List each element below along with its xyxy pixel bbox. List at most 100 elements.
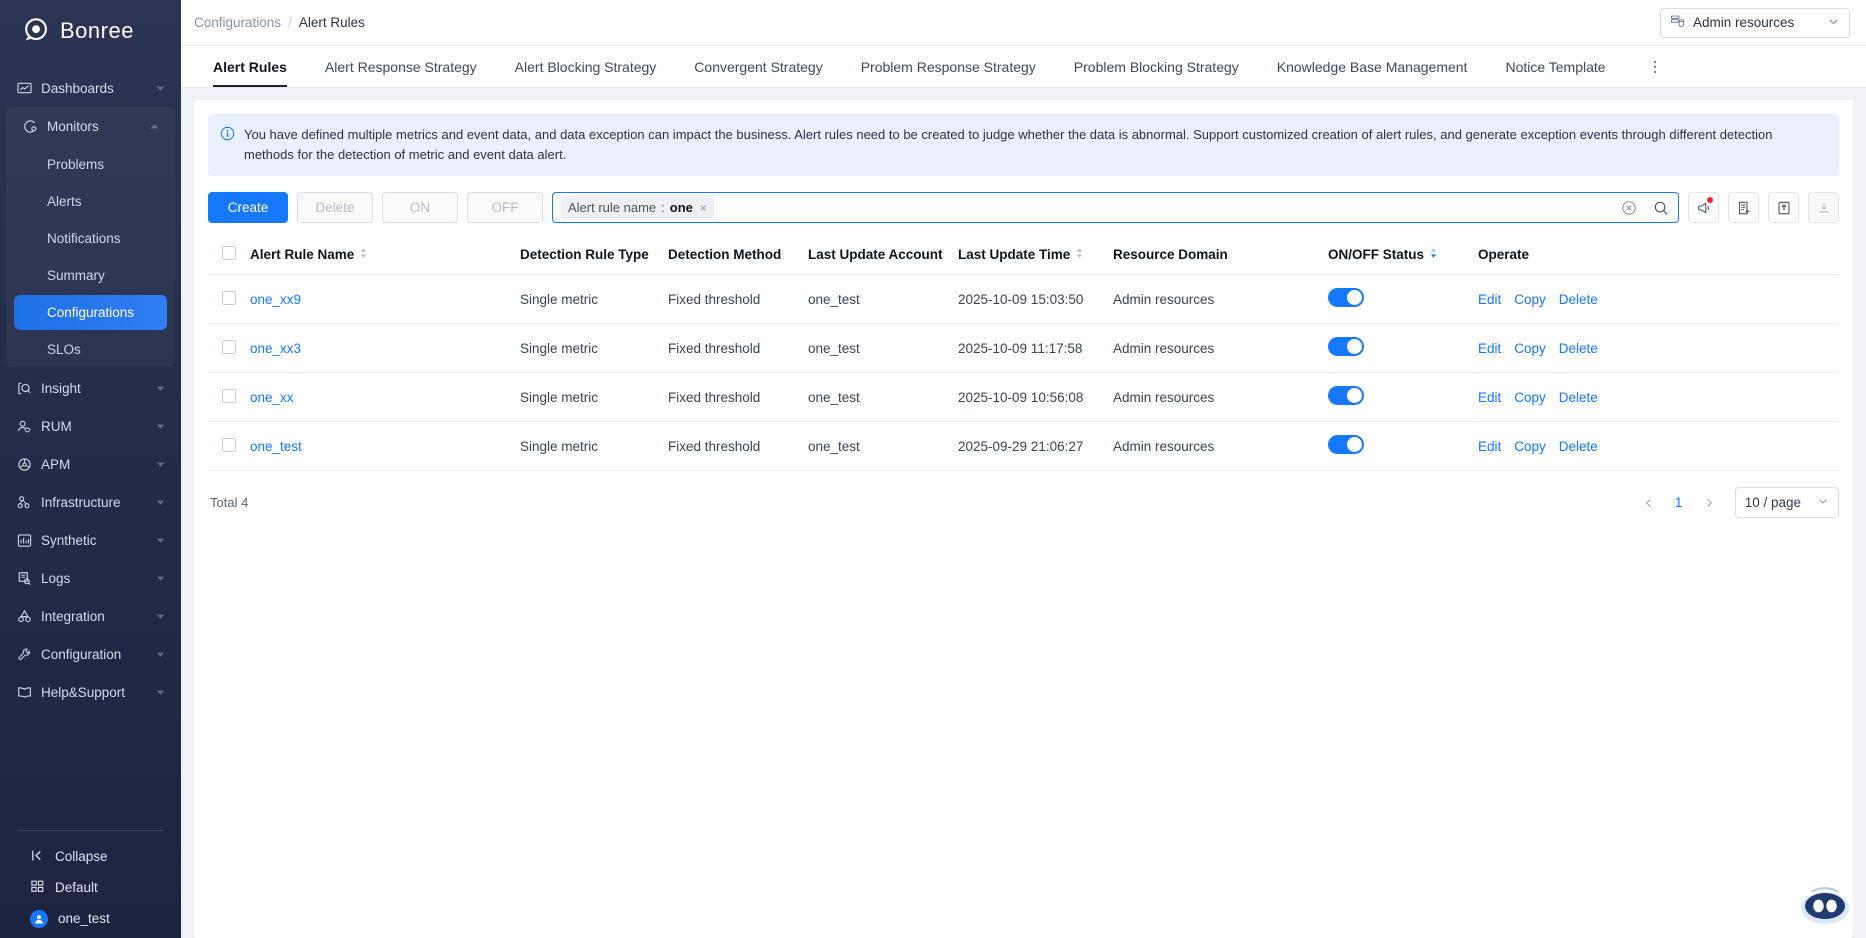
select-all-checkbox[interactable] <box>222 246 236 261</box>
announcement-icon[interactable] <box>1688 192 1719 224</box>
chevron-left-icon[interactable] <box>1637 491 1661 515</box>
sidebar-workspace-default[interactable]: Default <box>0 872 181 903</box>
database-icon <box>1670 14 1685 32</box>
sidebar-subitem-label: Notifications <box>47 231 121 246</box>
copy-link[interactable]: Copy <box>1514 438 1546 454</box>
delete-link[interactable]: Delete <box>1558 291 1598 307</box>
info-banner-text: You have defined multiple metrics and ev… <box>244 127 1773 163</box>
chevron-down-icon <box>155 496 167 508</box>
alert-rule-link[interactable]: one_xx <box>250 389 294 405</box>
column-header-on-off-status[interactable]: ON/OFF Status <box>1328 235 1478 276</box>
export-download-icon[interactable] <box>1808 192 1839 224</box>
edit-link[interactable]: Edit <box>1478 438 1502 454</box>
sidebar-item-label: Configuration <box>41 646 122 662</box>
copy-link[interactable]: Copy <box>1514 389 1546 405</box>
close-icon[interactable]: × <box>699 200 707 215</box>
row-checkbox[interactable] <box>222 437 236 452</box>
row-checkbox[interactable] <box>222 388 236 403</box>
status-toggle[interactable] <box>1328 386 1364 406</box>
cell-operate: Edit Copy Delete <box>1478 421 1839 472</box>
sidebar-item-monitors[interactable]: Monitors <box>6 107 175 145</box>
sidebar-item-alerts[interactable]: Alerts <box>14 184 167 219</box>
sort-icon[interactable] <box>359 246 368 263</box>
clear-circle-icon[interactable] <box>1616 194 1642 222</box>
tab-convergent-strategy[interactable]: Convergent Strategy <box>675 46 841 87</box>
sidebar-item-insight[interactable]: Insight <box>0 369 181 407</box>
chat-assistant-widget[interactable] <box>1798 886 1852 928</box>
edit-link[interactable]: Edit <box>1478 340 1502 356</box>
tab-alert-rules[interactable]: Alert Rules <box>194 46 306 87</box>
sidebar-item-apm[interactable]: APM <box>0 445 181 483</box>
chevron-down-icon <box>155 382 167 394</box>
sidebar-item-synthetic[interactable]: Synthetic <box>0 521 181 559</box>
sidebar-item-configurations[interactable]: Configurations <box>14 295 167 330</box>
copy-link[interactable]: Copy <box>1514 291 1546 307</box>
copy-link[interactable]: Copy <box>1514 340 1546 356</box>
resource-domain-select[interactable]: Admin resources <box>1660 7 1850 38</box>
column-header-last-update-time[interactable]: Last Update Time <box>958 235 1113 276</box>
page-number-1[interactable]: 1 <box>1674 495 1683 511</box>
sort-icon-active[interactable] <box>1429 246 1438 263</box>
sidebar-item-rum[interactable]: RUM <box>0 407 181 445</box>
delete-link[interactable]: Delete <box>1558 389 1598 405</box>
alert-rule-link[interactable]: one_xx9 <box>250 291 302 307</box>
column-header-last-update-account: Last Update Account <box>808 235 958 276</box>
sidebar-item-label: Insight <box>41 380 81 396</box>
status-toggle[interactable] <box>1328 337 1364 357</box>
status-toggle[interactable] <box>1328 288 1364 308</box>
tab-problem-blocking-strategy[interactable]: Problem Blocking Strategy <box>1055 46 1258 87</box>
status-toggle[interactable] <box>1328 435 1364 455</box>
sidebar-subitem-label: SLOs <box>47 342 81 357</box>
delete-link[interactable]: Delete <box>1558 438 1598 454</box>
column-label: Alert Rule Name <box>250 247 355 263</box>
sidebar-item-notifications[interactable]: Notifications <box>14 221 167 256</box>
chevron-down-icon <box>1827 15 1840 31</box>
sort-icon[interactable] <box>1075 246 1084 263</box>
row-checkbox[interactable] <box>222 339 236 354</box>
tab-problem-response-strategy[interactable]: Problem Response Strategy <box>842 46 1055 87</box>
tab-knowledge-base-management[interactable]: Knowledge Base Management <box>1258 46 1487 87</box>
alert-rule-link[interactable]: one_xx3 <box>250 340 302 356</box>
sidebar-user-account[interactable]: one_test <box>0 903 181 934</box>
row-checkbox[interactable] <box>222 290 236 305</box>
column-label: Resource Domain <box>1113 247 1228 263</box>
chevron-right-icon[interactable] <box>1697 491 1721 515</box>
cell-detection-rule-type: Single metric <box>520 421 668 472</box>
log-list-icon[interactable] <box>1728 192 1759 224</box>
sidebar-item-summary[interactable]: Summary <box>14 258 167 293</box>
page-size-select[interactable]: 10 / page <box>1734 487 1839 519</box>
tab-overflow-clipped[interactable]: T <box>1625 46 1644 87</box>
search-input[interactable]: Alert rule name : one × <box>552 192 1679 224</box>
import-icon[interactable] <box>1768 192 1799 224</box>
sidebar-item-label: Integration <box>41 608 105 624</box>
tab-alert-blocking-strategy[interactable]: Alert Blocking Strategy <box>496 46 676 87</box>
more-vertical-icon[interactable] <box>1644 46 1666 87</box>
sidebar-item-dashboards[interactable]: Dashboards <box>0 69 181 107</box>
search-icon[interactable] <box>1648 194 1674 222</box>
sidebar-item-slos[interactable]: SLOs <box>14 332 167 367</box>
resource-domain-value: Admin resources <box>1693 15 1795 30</box>
notification-badge-dot <box>1707 197 1713 204</box>
off-button[interactable]: OFF <box>467 192 543 224</box>
edit-link[interactable]: Edit <box>1478 291 1502 307</box>
column-header-alert-rule-name[interactable]: Alert Rule Name <box>250 235 520 276</box>
filter-tag-alert-rule-name[interactable]: Alert rule name : one × <box>561 196 714 220</box>
breadcrumb-parent[interactable]: Configurations <box>194 15 282 30</box>
create-button[interactable]: Create <box>208 192 288 224</box>
sidebar-item-configuration[interactable]: Configuration <box>0 635 181 673</box>
sidebar-collapse-button[interactable]: Collapse <box>0 841 181 872</box>
brand-logo-area[interactable]: Bonree <box>0 0 181 61</box>
sidebar-item-problems[interactable]: Problems <box>14 147 167 182</box>
cell-alert-rule-name: one_xx9 <box>250 274 520 325</box>
sidebar-item-integration[interactable]: Integration <box>0 597 181 635</box>
on-button[interactable]: ON <box>382 192 458 224</box>
delete-link[interactable]: Delete <box>1558 340 1598 356</box>
sidebar-item-infrastructure[interactable]: Infrastructure <box>0 483 181 521</box>
tab-alert-response-strategy[interactable]: Alert Response Strategy <box>306 46 496 87</box>
delete-button[interactable]: Delete <box>297 192 373 224</box>
edit-link[interactable]: Edit <box>1478 389 1502 405</box>
sidebar-item-logs[interactable]: Logs <box>0 559 181 597</box>
tab-notice-template[interactable]: Notice Template <box>1486 46 1624 87</box>
sidebar-item-help-support[interactable]: Help&Support <box>0 673 181 711</box>
alert-rule-link[interactable]: one_test <box>250 438 302 454</box>
